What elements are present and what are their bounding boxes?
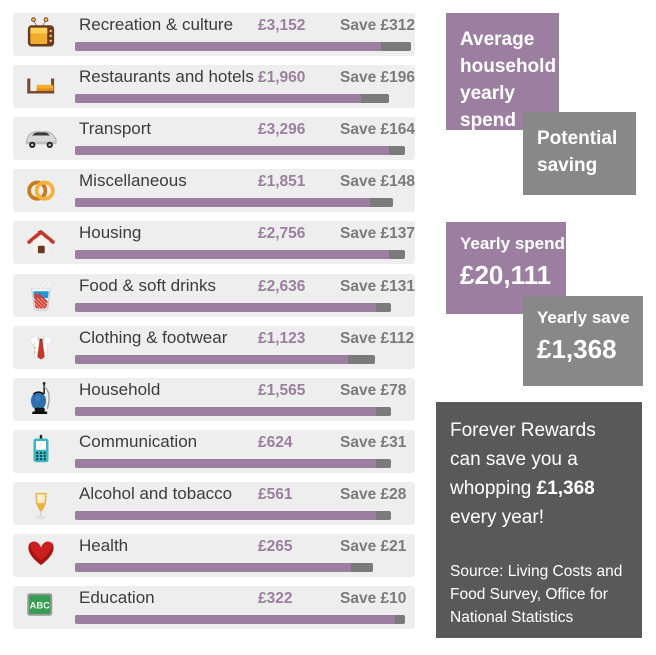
svg-text:ABC: ABC (30, 600, 51, 610)
